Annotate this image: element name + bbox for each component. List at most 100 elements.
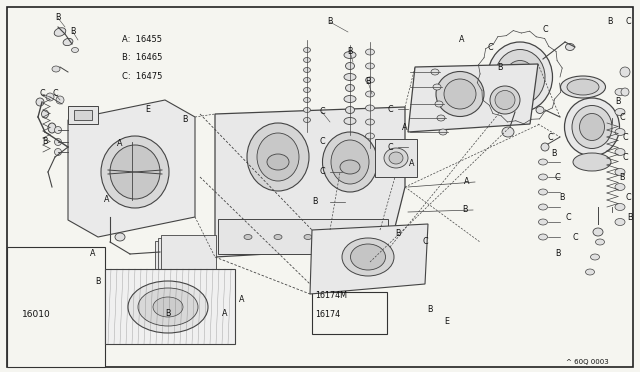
Circle shape [54, 148, 61, 155]
Circle shape [54, 126, 61, 134]
Text: B: B [428, 305, 433, 314]
Ellipse shape [572, 106, 612, 148]
Text: B: B [615, 97, 621, 106]
Ellipse shape [538, 174, 547, 180]
Ellipse shape [342, 238, 394, 276]
Text: B: B [365, 77, 371, 87]
Ellipse shape [566, 44, 575, 51]
Ellipse shape [444, 79, 476, 109]
Text: B: B [348, 48, 353, 57]
Text: C: C [52, 90, 58, 99]
Text: B: B [42, 138, 48, 147]
Text: B: B [620, 173, 625, 182]
Ellipse shape [346, 84, 355, 92]
Ellipse shape [48, 123, 56, 133]
Ellipse shape [538, 159, 547, 165]
Ellipse shape [615, 203, 625, 211]
Ellipse shape [615, 148, 625, 155]
Ellipse shape [586, 269, 595, 275]
Ellipse shape [346, 62, 355, 70]
Ellipse shape [138, 288, 198, 326]
Polygon shape [68, 100, 195, 237]
Ellipse shape [615, 183, 625, 190]
Text: 16010: 16010 [22, 310, 51, 319]
Ellipse shape [115, 233, 125, 241]
Text: B: B [95, 278, 100, 286]
Bar [375, 139, 417, 177]
Ellipse shape [247, 123, 309, 191]
Ellipse shape [502, 127, 514, 137]
Text: C: C [547, 132, 553, 141]
Bar [158, 238, 213, 276]
Bar [218, 219, 388, 254]
Text: B: B [551, 150, 557, 158]
Ellipse shape [573, 153, 611, 171]
Ellipse shape [365, 105, 374, 111]
Ellipse shape [110, 145, 160, 199]
Circle shape [541, 143, 549, 151]
Ellipse shape [536, 106, 544, 113]
Text: A: A [409, 160, 415, 169]
Text: E: E [445, 317, 449, 327]
Text: C:  16475: C: 16475 [122, 72, 162, 81]
Ellipse shape [615, 109, 625, 115]
Ellipse shape [365, 63, 374, 69]
Ellipse shape [365, 77, 374, 83]
Ellipse shape [579, 113, 605, 141]
Ellipse shape [365, 49, 374, 55]
Ellipse shape [303, 108, 310, 112]
Ellipse shape [344, 51, 356, 58]
Ellipse shape [303, 87, 310, 93]
Text: B:  16465: B: 16465 [122, 53, 162, 62]
Ellipse shape [303, 48, 310, 52]
Ellipse shape [615, 89, 625, 96]
Ellipse shape [488, 42, 552, 112]
Text: C: C [422, 237, 428, 247]
Ellipse shape [52, 66, 60, 72]
Circle shape [56, 96, 64, 104]
Circle shape [621, 88, 629, 96]
Ellipse shape [495, 90, 515, 109]
Text: C: C [625, 17, 631, 26]
Ellipse shape [505, 61, 535, 93]
Bar [161, 235, 216, 273]
Ellipse shape [351, 244, 385, 270]
Text: C: C [619, 112, 625, 122]
Text: B: B [556, 250, 561, 259]
Circle shape [36, 98, 44, 106]
Text: C: C [554, 173, 560, 182]
Text: 16174: 16174 [316, 310, 340, 319]
Text: C: C [487, 42, 493, 51]
Ellipse shape [538, 189, 547, 195]
Ellipse shape [153, 297, 183, 317]
Text: B: B [396, 230, 401, 238]
Text: C: C [542, 26, 548, 35]
Ellipse shape [341, 234, 349, 240]
Ellipse shape [495, 49, 545, 105]
Text: B: B [462, 205, 468, 215]
Ellipse shape [346, 106, 355, 113]
Ellipse shape [384, 148, 408, 168]
Ellipse shape [303, 58, 310, 62]
Ellipse shape [564, 98, 620, 156]
Text: A: A [239, 295, 244, 305]
Text: B: B [55, 13, 61, 22]
Text: A: A [464, 177, 470, 186]
Ellipse shape [303, 118, 310, 122]
Ellipse shape [320, 258, 330, 266]
Bar [7, 247, 105, 367]
Ellipse shape [42, 110, 49, 118]
Text: B: B [182, 115, 188, 125]
Text: B: B [70, 28, 76, 36]
Polygon shape [215, 107, 405, 257]
Text: A:  16455: A: 16455 [122, 35, 161, 44]
Ellipse shape [365, 133, 374, 139]
Bar [155, 241, 210, 279]
Bar [312, 292, 387, 334]
Ellipse shape [435, 101, 443, 107]
Text: E: E [145, 106, 150, 115]
Text: A: A [460, 35, 465, 45]
Ellipse shape [331, 140, 369, 184]
Text: C: C [39, 90, 45, 99]
Ellipse shape [595, 239, 605, 245]
